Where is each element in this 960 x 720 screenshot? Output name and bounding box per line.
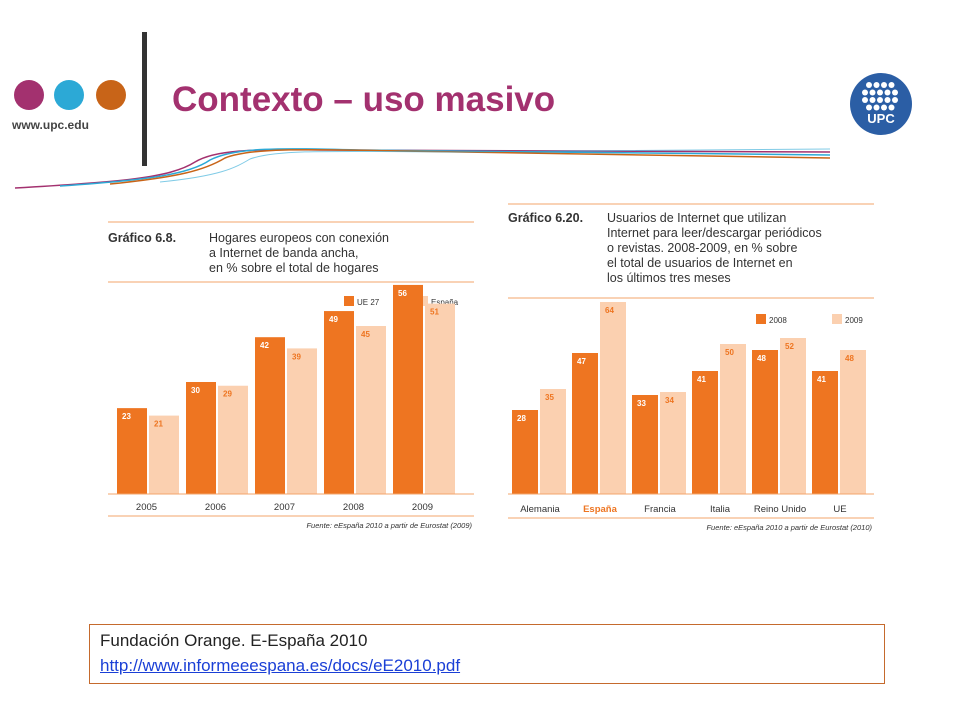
chart-1-caption-line: Hogares europeos con conexión (209, 231, 389, 245)
chart-2-bar (572, 353, 598, 494)
chart-1-x-tick: 2006 (205, 502, 226, 513)
upc-logo: UPC (850, 73, 912, 135)
chart-2-legend-swatch (832, 314, 842, 324)
chart-2-bars: 28 35 47 64 33 34 41 50 48 52 41 48 (512, 302, 866, 494)
chart-2-source: Fuente: eEspaña 2010 a partir de Eurosta… (706, 523, 872, 532)
chart-2-bar-value: 41 (817, 375, 826, 384)
chart-1-bar-value: 30 (191, 386, 200, 395)
dot-orange (96, 80, 126, 110)
chart-1-legend-label: España (431, 298, 459, 307)
chart-2-bar-value: 52 (785, 342, 794, 351)
chart-1-bar-value: 23 (122, 412, 131, 421)
chart-1-bars: 23 21 30 29 42 39 49 45 56 51 (117, 284, 455, 494)
chart-2-legend: 2008 2009 (756, 314, 863, 325)
chart-2-x-ticks: Alemania España Francia Italia Reino Unido UE (520, 504, 846, 515)
page-title: Contexto – uso masivo (172, 80, 556, 119)
chart-1-bar (393, 284, 423, 494)
chart-2-caption-line: los últimos tres meses (607, 271, 731, 285)
chart-1-x-tick: 2009 (412, 502, 433, 513)
chart-2-caption-line: o revistas. 2008-2009, en % sobre (607, 241, 797, 255)
chart-2-bar-value: 34 (665, 396, 674, 405)
chart-2-bar-value: 28 (517, 414, 526, 423)
chart-1-caption-line: en % sobre el total de hogares (209, 261, 379, 275)
chart-2-bar-value: 33 (637, 399, 646, 408)
chart-2-bar-value: 47 (577, 357, 586, 366)
chart-1-x-tick: 2007 (274, 502, 295, 513)
chart-2-x-tick: Alemania (520, 504, 560, 515)
chart-1-bar-value: 39 (292, 352, 301, 361)
chart-2-bar (812, 371, 838, 494)
chart-2-bar (512, 410, 538, 494)
chart-2-caption-line: el total de usuarios de Internet en (607, 256, 793, 270)
chart-2-caption-line: Internet para leer/descargar periódicos (607, 226, 822, 240)
chart-hogares-banda-ancha: Gráfico 6.8. Hogares europeos con conexi… (108, 218, 476, 538)
chart-1-bar-value: 21 (154, 420, 163, 429)
chart-1-bar-value: 29 (223, 390, 232, 399)
chart-2-caption-line: Usuarios de Internet que utilizan (607, 211, 786, 225)
chart-2-bar (752, 350, 778, 494)
chart-2-legend-label: 2008 (769, 316, 787, 325)
chart-1-bar (149, 415, 179, 494)
chart-1-bar (218, 385, 248, 494)
reference-text: Fundación Orange. E-España 2010 (100, 631, 368, 650)
chart-2-legend-swatch (756, 314, 766, 324)
chart-2-bar (780, 338, 806, 494)
chart-1-legend-label: UE 27 (357, 298, 380, 307)
chart-1-bar (324, 311, 354, 494)
chart-1-legend-swatch (344, 296, 354, 306)
chart-2-bar-value: 48 (845, 354, 854, 363)
header-divider (142, 32, 147, 166)
dot-blue (54, 80, 84, 110)
chart-2-bar (600, 302, 626, 494)
dot-purple (14, 80, 44, 110)
chart-1-source: Fuente: eEspaña 2010 a partir de Eurosta… (306, 521, 472, 530)
chart-2-bar (660, 392, 686, 494)
chart-1-bar-value: 49 (329, 315, 338, 324)
chart-2-bar-value: 48 (757, 354, 766, 363)
chart-2-bar (840, 350, 866, 494)
chart-2-x-tick: UE (833, 504, 846, 515)
chart-1-bar (425, 303, 455, 494)
chart-2-bar (540, 389, 566, 494)
chart-1-caption-line: a Internet de banda ancha, (209, 246, 358, 260)
chart-lectura-periodicos: Gráfico 6.20. Usuarios de Internet que u… (508, 200, 876, 542)
chart-2-x-tick: Reino Unido (754, 504, 806, 515)
chart-1-bar (287, 348, 317, 494)
chart-1-svg: Gráfico 6.8. Hogares europeos con conexi… (108, 221, 474, 530)
chart-1-bar-value: 51 (430, 308, 439, 317)
chart-2-bar-value: 41 (697, 375, 706, 384)
chart-1-x-ticks: 2005 2006 2007 2008 2009 (136, 502, 433, 513)
logo-text: UPC (867, 111, 895, 126)
chart-1-bar (186, 382, 216, 494)
chart-2-label: Gráfico 6.20. (508, 211, 583, 225)
site-url[interactable]: www.upc.edu (12, 118, 89, 132)
chart-1-bar (356, 326, 386, 494)
chart-2-bar (720, 344, 746, 494)
chart-1-x-tick: 2008 (343, 502, 364, 513)
reference-link[interactable]: http://www.informeeespana.es/docs/eE2010… (100, 656, 461, 675)
chart-2-bar (632, 395, 658, 494)
chart-2-bar-value: 64 (605, 306, 614, 315)
chart-2-x-tick: Italia (710, 504, 731, 515)
chart-1-bar (255, 337, 285, 494)
chart-2-bar (692, 371, 718, 494)
chart-2-bar-value: 50 (725, 348, 734, 357)
chart-2-x-tick: España (583, 504, 618, 515)
chart-2-bar-value: 35 (545, 393, 554, 402)
chart-1-bar (117, 408, 147, 494)
chart-1-bar-value: 42 (260, 341, 269, 350)
decorative-swoosh (14, 148, 831, 189)
chart-2-x-tick: Francia (644, 504, 676, 515)
chart-2-legend-label: 2009 (845, 316, 863, 325)
chart-1-bar-value: 56 (398, 289, 407, 298)
chart-1-label: Gráfico 6.8. (108, 231, 176, 245)
chart-2-svg: Gráfico 6.20. Usuarios de Internet que u… (508, 203, 874, 532)
reference-box: Fundación Orange. E-España 2010 http://w… (89, 624, 885, 684)
chart-1-x-tick: 2005 (136, 502, 157, 513)
chart-1-bar-value: 45 (361, 330, 370, 339)
